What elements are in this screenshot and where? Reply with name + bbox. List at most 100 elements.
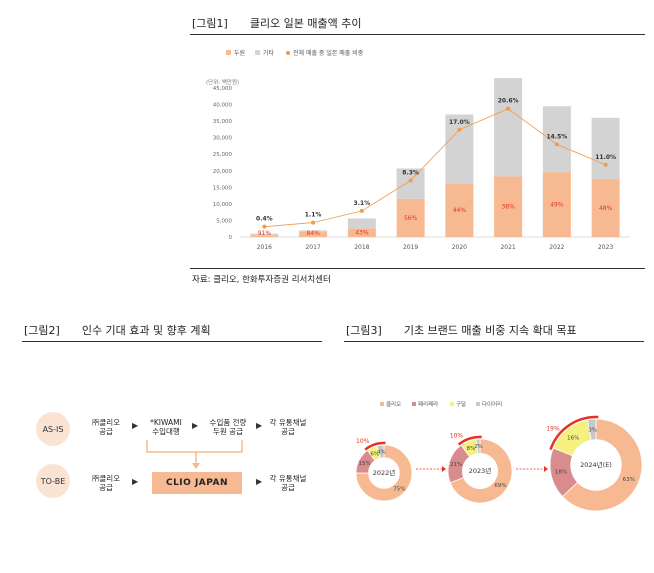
bar-share-label: 44%: [453, 207, 467, 214]
bar-duwon: [494, 176, 523, 237]
bar-duwon: [445, 183, 474, 237]
donut-highlight-arc: [457, 435, 482, 446]
donut-1: 69% 21% 8%2% 10% 2023년: [447, 432, 513, 504]
donut-legend-label: 다이어리: [482, 400, 502, 408]
y-tick-label: 10,000: [213, 202, 233, 208]
donut-legend-label: 구달: [456, 400, 466, 408]
y-tick-label: 5,000: [216, 218, 232, 224]
x-tick-label: 2023: [598, 244, 613, 251]
donut-center-label: 2022년: [373, 468, 396, 477]
bar-etc: [347, 218, 376, 229]
as-is-label: AS-IS: [42, 424, 64, 434]
donut-center-label: 2024년(E): [580, 460, 612, 469]
share-label: 11.0%: [595, 154, 616, 161]
donut-legend-swatch: [380, 402, 384, 406]
share-point: [603, 162, 608, 167]
share-point: [262, 224, 267, 229]
x-tick-label: 2020: [452, 244, 467, 251]
sales-chart: 두원 기타 전체 매출 중 일본 매출 비중 (단위: 백만원) 0 5,000 1…: [206, 49, 630, 251]
donut-legend-label: 클리오: [386, 400, 401, 408]
x-tick-label: 2022: [549, 244, 564, 251]
donut-highlight-label: 19%: [546, 426, 560, 433]
arrow-right-icon: ▶: [256, 421, 263, 430]
as-is-step-2: *KIWAMI 수입대행: [150, 418, 182, 436]
donut-slice-label: 6%: [370, 451, 379, 457]
figure1-source: 자료: 클리오, 한화투자증권 리서치센터: [192, 275, 331, 285]
x-tick-label: 2017: [305, 244, 320, 251]
share-label: 0.4%: [256, 216, 273, 223]
donut-2: 63% 18% 16% 3% 19% 2024년(E): [546, 415, 643, 512]
share-label: 14.5%: [546, 133, 567, 140]
share-label: 3.1%: [354, 200, 371, 207]
donut-legend-label: 페리페라: [418, 400, 438, 408]
as-is-step-3: 수입품 전량 두원 공급: [209, 418, 247, 436]
share-point: [457, 127, 462, 132]
donut-slice-label: 75%: [393, 486, 405, 492]
donut-highlight-arc: [364, 441, 386, 451]
bar-etc: [542, 106, 571, 173]
to-be-label: TO-BE: [40, 476, 66, 486]
bar-duwon: [396, 198, 425, 237]
arrow-head: [544, 466, 548, 472]
y-tick-label: 15,000: [213, 185, 233, 191]
share-label: 17.0%: [449, 119, 470, 126]
y-tick-label: 45,000: [213, 86, 233, 92]
share-label: 1.1%: [305, 212, 322, 219]
arrow-right-icon: ▶: [132, 421, 139, 430]
arrow-head: [442, 466, 446, 472]
donut-slice-label: 16%: [567, 436, 579, 442]
as-is-step-1: ㈜클리오 공급: [91, 418, 121, 436]
bar-duwon: [542, 172, 571, 237]
figure3-top-rule: [344, 341, 644, 342]
as-is-step-4: 각 유통채널 공급: [269, 418, 307, 436]
bar-share-label: 91%: [258, 230, 272, 237]
bar-duwon: [591, 179, 620, 237]
bar-etc: [494, 78, 523, 177]
donut-slice: [586, 418, 597, 441]
clio-japan-label: CLIO JAPAN: [165, 478, 229, 488]
share-label: 8.3%: [402, 170, 419, 177]
bars: 91% 84% 43% 56% 44% 38% 49% 48%: [250, 78, 620, 237]
share-point: [506, 106, 511, 111]
legend-marker-line: [286, 51, 290, 55]
donut-slice: [355, 444, 413, 502]
chart-legend: 두원 기타 전체 매출 중 일본 매출 비중: [226, 49, 364, 57]
to-be-step-1: ㈜클리오 공급: [91, 474, 121, 492]
x-tick-label: 2019: [403, 244, 418, 251]
share-label: 20.6%: [498, 98, 519, 105]
figure1-top-rule: [190, 34, 645, 35]
donut-slice: [561, 418, 643, 512]
x-tick-label: 2021: [500, 244, 515, 251]
legend-swatch-duwon: [226, 50, 231, 55]
bar-etc: [299, 230, 328, 233]
legend-label-duwon: 두원: [234, 49, 245, 57]
bar-share-label: 49%: [550, 202, 564, 209]
donut-slice-label: 21%: [450, 462, 462, 468]
share-line: 0.4% 1.1% 3.1% 8.3% 17.0% 20.6% 14.5% 11.0%: [256, 98, 616, 229]
arrow-right-icon: ▶: [132, 477, 139, 486]
donut-slice: [376, 444, 385, 459]
donut-highlight-arc: [549, 415, 599, 450]
arrow-right-icon: ▶: [256, 477, 263, 486]
donut-arrows: [416, 466, 548, 472]
bar-etc: [396, 168, 425, 199]
bar-share-label: 56%: [404, 215, 418, 222]
donut-slice-label: 69%: [494, 483, 506, 489]
x-tick-label: 2018: [354, 244, 369, 251]
donut-slice-label: 4%: [377, 449, 386, 455]
bar-duwon: [299, 232, 328, 237]
y-tick-label: 20,000: [213, 169, 233, 175]
y-tick-label: 25,000: [213, 152, 233, 158]
figure3-title: [그림3] 기초 브랜드 매출 비중 지속 확대 목표: [346, 324, 577, 337]
bar-share-label: 43%: [355, 230, 369, 237]
donut-0: 75% 15% 6%4% 10% 2022년: [355, 438, 413, 502]
donut-legend: 클리오 페리페라 구달 다이어리: [380, 400, 502, 408]
y-tick-label: 40,000: [213, 103, 233, 109]
bar-duwon: [347, 228, 376, 237]
donut-center-label: 2023년: [469, 466, 492, 475]
y-tick-label: 35,000: [213, 119, 233, 125]
donut-legend-swatch: [476, 402, 480, 406]
donut-slice-label: 8%: [467, 446, 476, 452]
donut-slice-label: 18%: [555, 470, 567, 476]
clio-japan-box: CLIO JAPAN: [152, 472, 242, 494]
